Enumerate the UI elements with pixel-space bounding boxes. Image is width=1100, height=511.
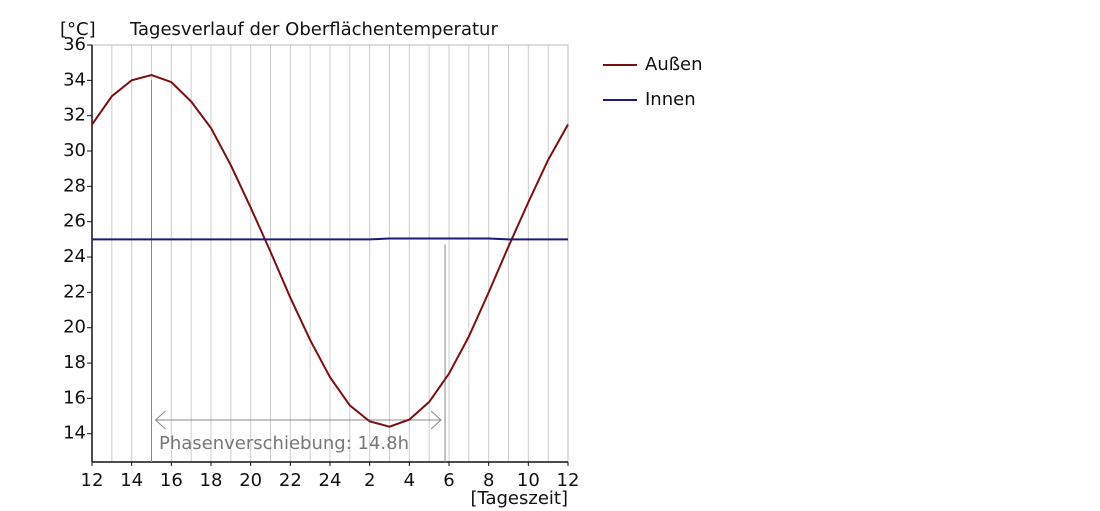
phase-label: Phasenverschiebung: 14.8h	[159, 433, 409, 454]
x-tick-label: 12	[557, 470, 580, 491]
series-line	[92, 237, 568, 241]
y-tick-label: 20	[63, 317, 86, 338]
arrow-head	[154, 410, 442, 430]
y-tick-label: 28	[63, 175, 86, 196]
y-axis-label: [°C]	[60, 19, 96, 40]
x-tick-label: 14	[120, 470, 143, 491]
y-tick-label: 22	[63, 281, 86, 302]
y-tick-label: 26	[63, 211, 86, 232]
x-tick-label: 22	[279, 470, 302, 491]
x-tick-label: 18	[200, 470, 223, 491]
y-tick-label: 16	[63, 387, 86, 408]
x-tick-label: 8	[483, 470, 494, 491]
x-tick-label: 10	[517, 470, 540, 491]
y-tick-label: 32	[63, 105, 86, 126]
x-tick-label: 4	[404, 470, 415, 491]
y-tick-label: 36	[63, 34, 86, 55]
x-tick-label: 6	[443, 470, 454, 491]
x-tick-label: 2	[364, 470, 375, 491]
x-axis-label: [Tageszeit]	[470, 488, 568, 509]
series-line	[91, 73, 569, 428]
y-tick-label: 18	[63, 352, 86, 373]
legend-label: Innen	[645, 89, 696, 110]
x-tick-label: 20	[239, 470, 262, 491]
x-tick-label: 16	[160, 470, 183, 491]
legend-label: Außen	[645, 54, 703, 75]
y-tick-label: 34	[63, 69, 86, 90]
y-tick-label: 24	[63, 246, 86, 267]
x-tick-label: 12	[81, 470, 104, 491]
y-tick-label: 14	[63, 423, 86, 444]
x-tick-label: 24	[319, 470, 342, 491]
chart-title: Tagesverlauf der Oberflächentemperatur	[129, 19, 498, 40]
y-tick-label: 30	[63, 140, 86, 161]
